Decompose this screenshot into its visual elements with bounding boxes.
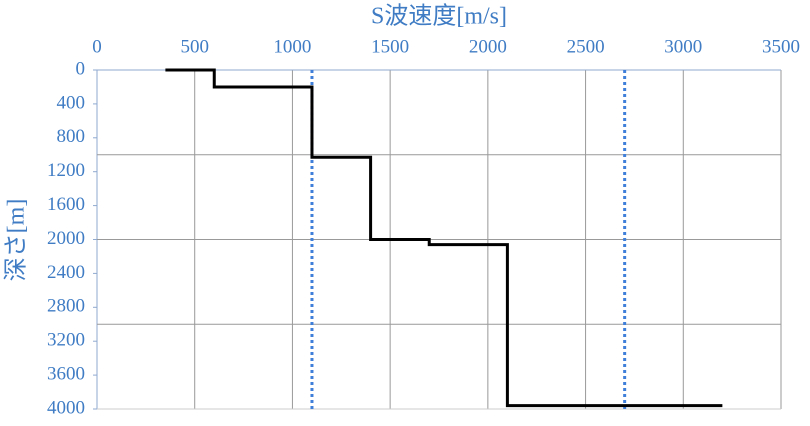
- y-tick-label: 4000: [47, 397, 85, 418]
- x-tick-label: 1000: [273, 36, 311, 57]
- y-tick-label: 1200: [47, 160, 85, 181]
- y-tick-label: 2000: [47, 228, 85, 249]
- x-tick-label: 3500: [762, 36, 800, 57]
- x-tick-label: 500: [180, 36, 209, 57]
- x-axis-title: S波速度[m/s]: [371, 3, 507, 30]
- x-tick-label: 3000: [664, 36, 702, 57]
- x-tick-label: 2000: [469, 36, 507, 57]
- y-tick-label: 2400: [47, 262, 85, 283]
- y-tick-label: 0: [76, 58, 86, 79]
- y-tick-label: 3600: [47, 363, 85, 384]
- series-line: [165, 68, 723, 408]
- y-tick-label: 800: [57, 126, 86, 147]
- y-tick-label: 2800: [47, 296, 85, 317]
- x-tick-label: 0: [92, 36, 102, 57]
- y-axis-title: 深さ[m]: [3, 199, 30, 282]
- x-tick-label: 1500: [371, 36, 409, 57]
- y-tick-label: 3200: [47, 330, 85, 351]
- x-tick-label: 2500: [567, 36, 605, 57]
- y-tick-label: 400: [57, 92, 86, 113]
- y-tick-label: 1600: [47, 194, 85, 215]
